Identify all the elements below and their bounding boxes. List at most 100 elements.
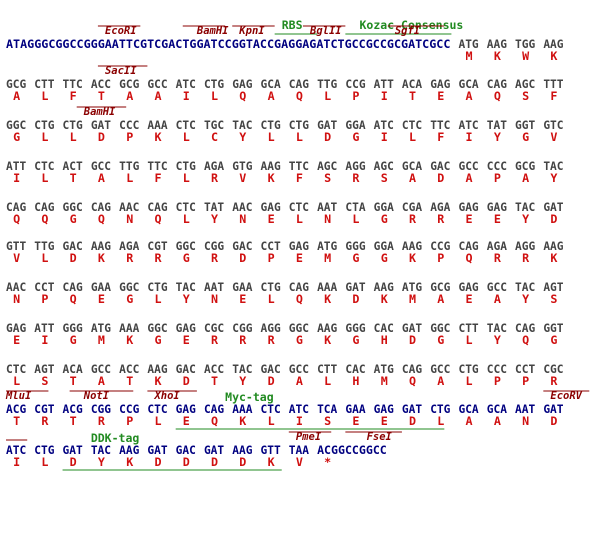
codon: CAG xyxy=(204,402,224,416)
amino-acid: Q xyxy=(296,89,303,103)
feature-label: Kozac Consensus xyxy=(360,18,464,32)
codon: CAG xyxy=(458,239,478,253)
amino-acid: N xyxy=(324,212,331,226)
amino-acid: E xyxy=(296,251,303,265)
codon: CTC xyxy=(34,159,54,173)
codon: CCG xyxy=(430,239,450,253)
amino-acid: E xyxy=(466,212,473,226)
codon: CTC xyxy=(402,118,422,132)
amino-acid: P xyxy=(494,171,501,185)
codon: CCG xyxy=(119,402,139,416)
amino-acid: F xyxy=(154,171,161,185)
amino-acid: G xyxy=(296,333,303,347)
amino-acid: R xyxy=(522,251,530,265)
codon: AAT xyxy=(515,402,535,416)
codon: GGG xyxy=(345,321,365,335)
codon: GAG xyxy=(176,402,196,416)
codon: ATG xyxy=(458,37,478,51)
amino-acid: L xyxy=(70,130,77,144)
codon: CTC xyxy=(289,200,309,214)
amino-acid: G xyxy=(183,251,190,265)
amino-acid: D xyxy=(70,251,77,265)
codon: AAA xyxy=(232,402,252,416)
codon: TTC xyxy=(289,159,309,173)
codon: GAG xyxy=(458,280,478,294)
amino-acid: Y xyxy=(494,130,501,144)
codon: CTC xyxy=(147,402,167,416)
codon: AAC xyxy=(232,200,252,214)
codon: GCC xyxy=(430,362,450,376)
codon: GCA xyxy=(261,77,281,91)
amino-acid: R xyxy=(494,251,502,265)
amino-acid: T xyxy=(13,414,20,428)
codon: ACG xyxy=(6,402,26,416)
amino-acid: Q xyxy=(239,89,246,103)
codon: TAT xyxy=(487,118,507,132)
codon: CGG xyxy=(204,239,224,253)
codon: GGT xyxy=(515,118,535,132)
codon: CAG xyxy=(91,200,111,214)
codon: CGA xyxy=(402,200,422,214)
codon: GAG xyxy=(430,77,450,91)
amino-acid: A xyxy=(296,374,303,388)
amino-acid: P xyxy=(352,89,359,103)
amino-acid: D xyxy=(183,455,190,469)
amino-acid: P xyxy=(522,374,529,388)
amino-acid: K xyxy=(98,251,105,265)
amino-acid: E xyxy=(13,333,20,347)
amino-acid: C xyxy=(211,130,218,144)
amino-acid: Y xyxy=(211,212,218,226)
amino-acid: G xyxy=(352,333,359,347)
amino-acid: L xyxy=(324,374,331,388)
amino-acid: E xyxy=(268,212,275,226)
feature-label: Myc-tag xyxy=(225,390,274,404)
amino-acid: P xyxy=(126,130,133,144)
amino-acid: K xyxy=(494,49,501,63)
amino-acid: V xyxy=(296,455,303,469)
codon: CTG xyxy=(63,118,83,132)
amino-acid: P xyxy=(268,251,275,265)
codon: GGC xyxy=(63,200,83,214)
amino-acid: S xyxy=(41,374,48,388)
codon: GAG xyxy=(232,77,252,91)
amino-acid: E xyxy=(466,292,473,306)
amino-acid: A xyxy=(437,292,444,306)
amino-acid: Y xyxy=(550,171,557,185)
amino-acid: D xyxy=(70,455,77,469)
amino-acid: L xyxy=(466,374,473,388)
amino-acid: E xyxy=(437,89,444,103)
codon: GCG xyxy=(430,280,450,294)
amino-acid: Q xyxy=(70,292,77,306)
codon: GGG xyxy=(345,239,365,253)
amino-acid: K xyxy=(154,374,161,388)
amino-acid: H xyxy=(381,333,388,347)
amino-acid: Q xyxy=(41,212,48,226)
amino-acid: A xyxy=(466,414,473,428)
amino-acid: G xyxy=(13,130,20,144)
codon: CAG xyxy=(63,280,83,294)
amino-acid: T xyxy=(70,374,77,388)
codon: CTG xyxy=(458,362,478,376)
amino-acid: D xyxy=(409,333,416,347)
codon: GAG xyxy=(487,200,507,214)
amino-acid: R xyxy=(211,251,219,265)
site-label: BamHI xyxy=(83,106,116,118)
amino-acid: Y xyxy=(183,292,190,306)
site-label: FseI xyxy=(367,431,393,443)
codon: CTG xyxy=(34,443,54,457)
codon: AGC xyxy=(515,77,535,91)
amino-acid: D xyxy=(183,374,190,388)
amino-acid: M xyxy=(381,374,388,388)
site-label: BglII xyxy=(309,25,342,37)
amino-acid: A xyxy=(98,374,105,388)
codon: ATG xyxy=(91,321,111,335)
amino-acid: G xyxy=(352,251,359,265)
codon: AAG xyxy=(119,443,139,457)
amino-acid: G xyxy=(381,212,388,226)
amino-acid: A xyxy=(437,374,444,388)
codon: GGC xyxy=(289,321,309,335)
codon: TAT xyxy=(204,200,224,214)
amino-acid: Y xyxy=(522,212,529,226)
codon: TAC xyxy=(232,118,252,132)
amino-acid: T xyxy=(98,89,105,103)
